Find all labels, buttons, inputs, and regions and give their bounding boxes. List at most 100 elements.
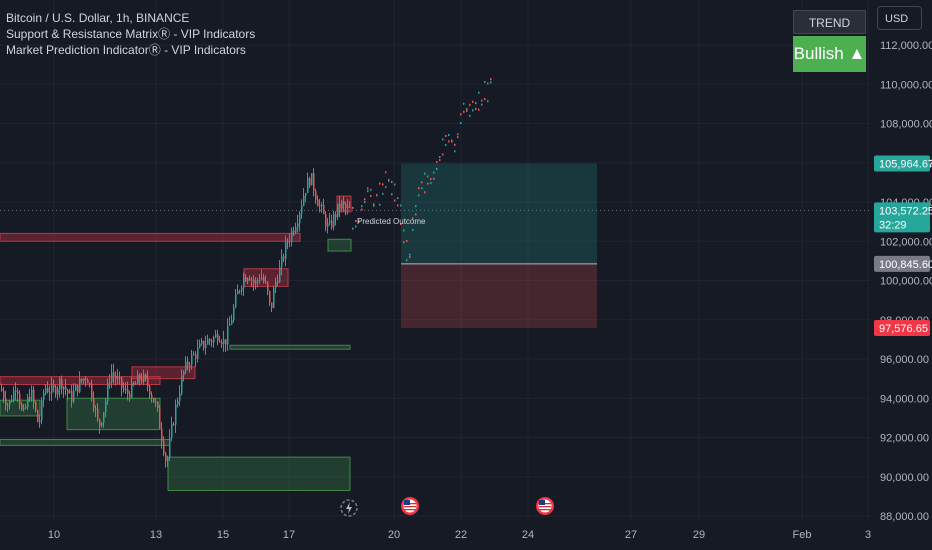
x-tick-label: 27 bbox=[625, 529, 637, 541]
candle-body bbox=[101, 422, 103, 427]
prediction-dot bbox=[421, 181, 423, 184]
candle-body bbox=[297, 223, 299, 228]
currency-button[interactable]: USD bbox=[877, 6, 922, 30]
prediction-dot bbox=[457, 133, 459, 136]
candle-body bbox=[267, 282, 269, 292]
prediction-dot bbox=[481, 103, 483, 106]
y-tick-label: 94,000.00 bbox=[880, 393, 929, 405]
prediction-dot bbox=[454, 150, 456, 153]
prediction-dot bbox=[355, 220, 357, 223]
candle-body bbox=[343, 201, 345, 205]
candle-body bbox=[293, 230, 295, 233]
prediction-dot bbox=[454, 143, 456, 146]
prediction-dot bbox=[436, 167, 438, 170]
candle-body bbox=[175, 404, 177, 425]
candle-body bbox=[87, 379, 89, 384]
flag-stripe bbox=[539, 506, 551, 508]
candle-body bbox=[83, 378, 85, 381]
stop-zone bbox=[401, 263, 597, 329]
event-markers[interactable] bbox=[340, 497, 554, 517]
candle-body bbox=[223, 339, 225, 345]
candle-body bbox=[319, 205, 321, 207]
y-tick-label: 112,000.00 bbox=[880, 40, 932, 52]
lightning-event-icon[interactable] bbox=[340, 499, 358, 517]
candle-body bbox=[117, 377, 119, 380]
prediction-dot bbox=[370, 188, 372, 191]
candle-body bbox=[173, 423, 175, 425]
candle-body bbox=[109, 381, 111, 383]
candle-body bbox=[337, 203, 339, 218]
prediction-dot bbox=[421, 187, 423, 190]
x-tick-label: 24 bbox=[522, 529, 534, 541]
candle-body bbox=[275, 281, 277, 289]
prediction-dot bbox=[373, 204, 375, 207]
x-tick-label: 15 bbox=[217, 529, 229, 541]
prediction-dot bbox=[370, 195, 372, 198]
symbol-title[interactable]: Bitcoin / U.S. Dollar, 1h, BINANCE bbox=[6, 11, 190, 25]
candle-body bbox=[269, 291, 271, 303]
candle-body bbox=[237, 290, 239, 295]
prediction-dot bbox=[490, 78, 492, 81]
candle-body bbox=[85, 378, 87, 380]
candle-body bbox=[321, 204, 323, 206]
candle-body bbox=[11, 400, 13, 402]
candle-body bbox=[127, 389, 129, 395]
prediction-dot bbox=[460, 122, 462, 125]
price-axis-bg bbox=[870, 0, 932, 550]
prediction-dot bbox=[358, 219, 360, 222]
candle-body bbox=[143, 374, 145, 382]
prediction-dot bbox=[439, 159, 441, 162]
x-tick-label: Feb bbox=[793, 529, 812, 541]
resistance-zone bbox=[0, 232, 301, 242]
sr-zones bbox=[0, 195, 352, 491]
candle-body bbox=[57, 388, 59, 395]
candle-body bbox=[219, 341, 221, 343]
us-flag-event-icon[interactable] bbox=[536, 497, 554, 515]
countdown-label-text: 32:29 bbox=[879, 219, 907, 231]
candle-body bbox=[303, 195, 305, 206]
candle-body bbox=[37, 410, 39, 422]
prediction-dot bbox=[406, 239, 408, 242]
us-flag-event-icon[interactable] bbox=[401, 497, 419, 515]
support-zone bbox=[0, 438, 171, 446]
candle-body bbox=[95, 408, 97, 410]
y-tick-label: 96,000.00 bbox=[880, 354, 929, 366]
candle-body bbox=[327, 223, 329, 227]
candle-body bbox=[63, 386, 65, 390]
candle-body bbox=[147, 378, 149, 387]
prediction-dot bbox=[424, 191, 426, 194]
candles bbox=[1, 168, 351, 468]
candle-body bbox=[329, 220, 331, 224]
flag-canton bbox=[404, 500, 410, 505]
candle-body bbox=[89, 383, 91, 385]
candle-body bbox=[181, 375, 183, 394]
candle-body bbox=[35, 402, 37, 411]
y-tick-label: 110,000.00 bbox=[880, 79, 932, 91]
candle-body bbox=[105, 401, 107, 413]
candle-body bbox=[119, 377, 121, 379]
indicator-sr-matrix[interactable]: Support & Resistance MatrixⓇ - VIP Indic… bbox=[6, 27, 256, 41]
candle-body bbox=[141, 379, 143, 382]
candle-body bbox=[261, 277, 263, 280]
candle-body bbox=[331, 220, 333, 228]
prediction-dot bbox=[388, 178, 390, 181]
candle-body bbox=[13, 390, 15, 401]
price-label-bg bbox=[874, 202, 930, 233]
candle-body bbox=[107, 382, 109, 402]
candle-body bbox=[137, 374, 139, 384]
candle-body bbox=[283, 256, 285, 259]
prediction-dot bbox=[433, 177, 435, 180]
prediction-dot bbox=[472, 100, 474, 103]
indicator-market-prediction[interactable]: Market Prediction IndicatorⓇ - VIP Indic… bbox=[6, 43, 246, 57]
prediction-dot bbox=[478, 91, 480, 94]
candle-body bbox=[215, 334, 217, 338]
prediction-dot bbox=[355, 225, 357, 228]
candle-body bbox=[21, 404, 23, 410]
candle-body bbox=[23, 407, 25, 410]
price-label-text: 97,576.65 bbox=[879, 323, 928, 335]
chart-legend: Bitcoin / U.S. Dollar, 1h, BINANCE Suppo… bbox=[6, 10, 255, 58]
candle-body bbox=[189, 365, 191, 367]
x-tick-label: 13 bbox=[150, 529, 162, 541]
